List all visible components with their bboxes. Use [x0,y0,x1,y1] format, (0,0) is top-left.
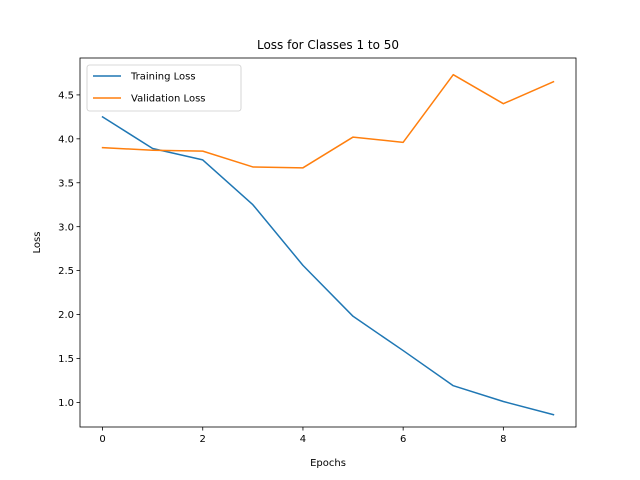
x-tick-label: 6 [400,434,406,445]
chart-title: Loss for Classes 1 to 50 [257,38,399,52]
y-tick-label: 1.0 [58,398,74,409]
y-tick-label: 4.5 [58,91,74,102]
series-layer [101,73,555,416]
legend: Training Loss Validation Loss [86,64,242,112]
y-axis-label: Loss [32,232,43,254]
plot-frame [79,57,577,428]
legend-label: Validation Loss [131,94,206,105]
y-tick-label: 2.0 [58,310,74,321]
y-tick-label: 4.0 [58,134,74,145]
plot-area [79,57,577,428]
x-tick-label: 4 [300,434,306,445]
y-tick-label: 2.5 [58,266,74,277]
y-tick-label: 3.0 [58,222,74,233]
y-tick-label: 3.5 [58,178,74,189]
legend-box [86,64,242,112]
x-tick-label: 2 [200,434,206,445]
x-tick-label: 0 [99,434,105,445]
x-tick-label: 8 [500,434,506,445]
series-line-validation-loss [101,73,555,169]
y-axis: 1.0 1.5 2.0 2.5 3.0 3.5 4.0 4.5 [58,91,80,409]
x-axis-label: Epochs [310,458,346,469]
series-line-training-loss [101,115,555,416]
y-tick-label: 1.5 [58,354,74,365]
legend-label: Training Loss [130,72,196,83]
x-axis: 0 2 4 6 8 [99,427,507,445]
